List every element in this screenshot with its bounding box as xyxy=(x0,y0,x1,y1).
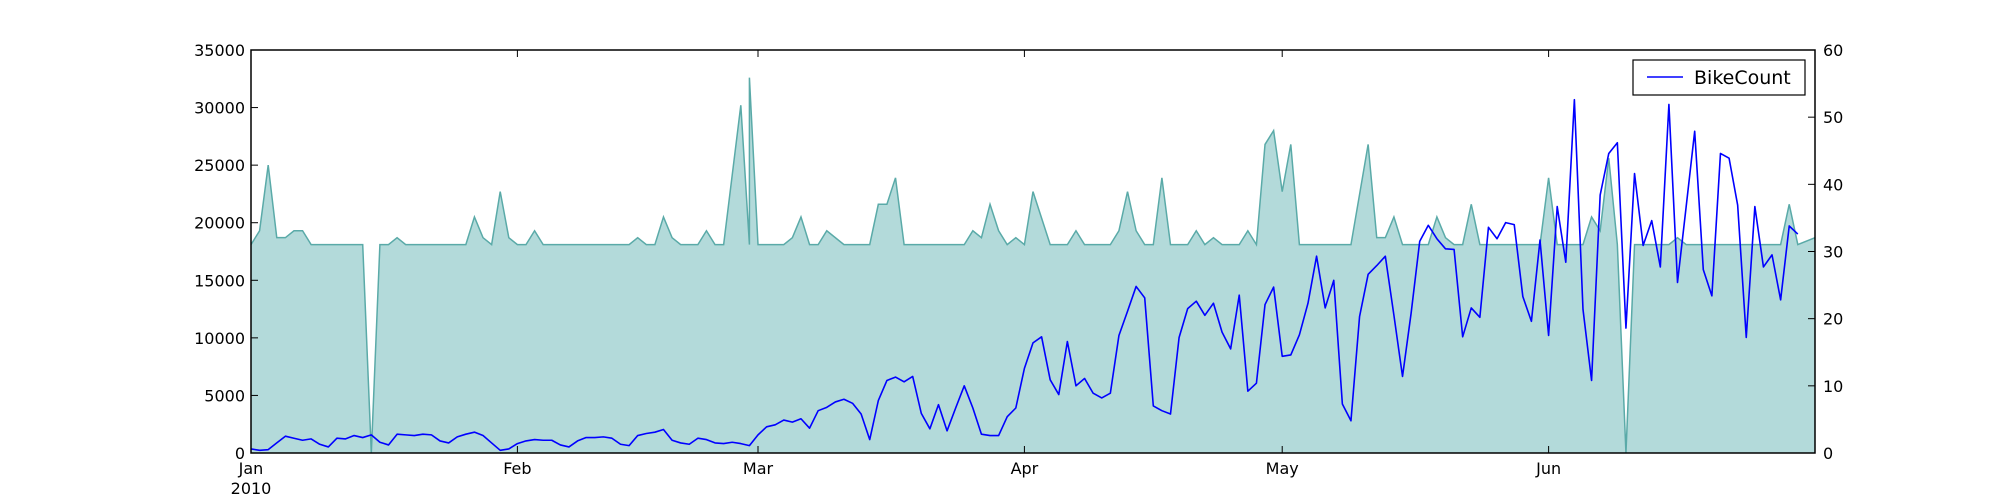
area-layer xyxy=(250,77,1816,454)
left-axis: 0 5000 10000 15000 20000 25000 30000 35000 xyxy=(194,41,258,463)
x-tick-label: May xyxy=(1266,459,1299,478)
left-tick-label: 25000 xyxy=(194,156,245,175)
x-tick-label: Jun xyxy=(1535,459,1561,478)
x-tick-label: Feb xyxy=(503,459,531,478)
right-axis: 0 10 20 30 40 50 60 xyxy=(1808,41,1843,463)
x-tick-label: Jan xyxy=(238,459,264,478)
right-tick-label: 30 xyxy=(1823,243,1843,262)
right-tick-label: 10 xyxy=(1823,377,1843,396)
x-tick-sublabel: 2010 xyxy=(231,479,272,498)
left-tick-label: 10000 xyxy=(194,329,245,348)
legend-label: BikeCount xyxy=(1694,67,1791,89)
left-tick-label: 0 xyxy=(235,444,245,463)
x-tick-label: Mar xyxy=(743,459,774,478)
legend: BikeCount xyxy=(1632,59,1806,96)
right-tick-label: 50 xyxy=(1823,108,1843,127)
left-tick-label: 15000 xyxy=(194,271,245,290)
area-fill xyxy=(251,77,1815,453)
left-tick-label: 35000 xyxy=(194,41,245,60)
left-tick-label: 20000 xyxy=(194,214,245,233)
right-tick-label: 0 xyxy=(1823,444,1833,463)
bikecount-line xyxy=(250,98,1799,452)
area-edge xyxy=(250,77,1816,454)
line-layer xyxy=(250,98,1799,452)
right-tick-label: 20 xyxy=(1823,310,1843,329)
right-tick-label: 60 xyxy=(1823,41,1843,60)
right-tick-label: 40 xyxy=(1823,175,1843,194)
left-tick-label: 5000 xyxy=(204,386,245,405)
x-tick-label: Apr xyxy=(1011,459,1039,478)
left-tick-label: 30000 xyxy=(194,99,245,118)
